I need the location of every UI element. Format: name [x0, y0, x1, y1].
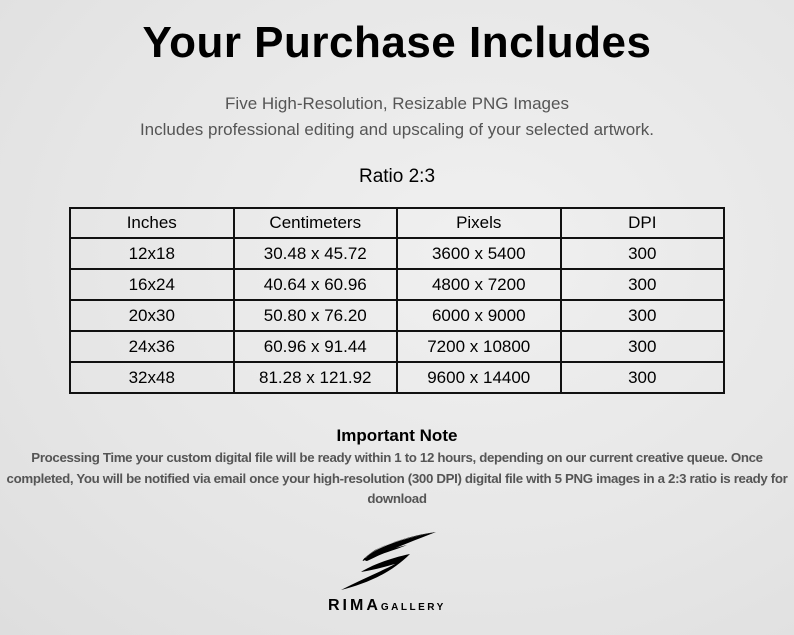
cell-inches: 16x24 [69, 268, 235, 301]
header-pixels: Pixels [396, 207, 562, 239]
cell-dpi: 300 [559, 330, 725, 363]
cell-pixels: 9600 x 14400 [396, 361, 562, 394]
size-table: Inches Centimeters Pixels DPI 12x18 30.48… [69, 207, 725, 394]
cell-dpi: 300 [559, 237, 725, 270]
brand-sub: GALLERY [380, 602, 446, 613]
note-body: Processing Time your custom digital file… [6, 450, 788, 506]
cell-pixels: 3600 x 5400 [396, 237, 562, 270]
ratio-label: Ratio 2:3 [358, 166, 436, 187]
brand-main: RIMA [328, 597, 381, 614]
table-row: 32x48 81.28 x 121.92 9600 x 14400 300 [69, 361, 725, 394]
brand-logo: RIMAGALLERY [328, 597, 446, 615]
cell-centimeters: 60.96 x 91.44 [232, 330, 398, 363]
cell-inches: 24x36 [69, 330, 235, 363]
cell-dpi: 300 [559, 361, 725, 394]
cell-inches: 12x18 [69, 237, 235, 270]
table-row: 20x30 50.80 x 76.20 6000 x 9000 300 [69, 299, 725, 332]
table-header-row: Inches Centimeters Pixels DPI [69, 207, 725, 239]
subtitle-line-1: Five High-Resolution, Resizable PNG Imag… [225, 94, 569, 113]
cell-pixels: 4800 x 7200 [396, 268, 562, 301]
cell-pixels: 6000 x 9000 [396, 299, 562, 332]
cell-centimeters: 30.48 x 45.72 [232, 237, 398, 270]
table-row: 24x36 60.96 x 91.44 7200 x 10800 300 [69, 330, 725, 363]
cell-centimeters: 50.80 x 76.20 [232, 299, 398, 332]
cell-inches: 32x48 [69, 361, 235, 394]
header-centimeters: Centimeters [232, 207, 398, 239]
cell-dpi: 300 [559, 299, 725, 332]
table-row: 16x24 40.64 x 60.96 4800 x 7200 300 [69, 268, 725, 301]
cell-dpi: 300 [559, 268, 725, 301]
page-title: Your Purchase Includes [142, 18, 652, 67]
table-row: 12x18 30.48 x 45.72 3600 x 5400 300 [69, 237, 725, 270]
cell-centimeters: 40.64 x 60.96 [232, 268, 398, 301]
cell-centimeters: 81.28 x 121.92 [232, 361, 398, 394]
header-dpi: DPI [559, 207, 725, 239]
header-inches: Inches [69, 207, 235, 239]
cell-pixels: 7200 x 10800 [396, 330, 562, 363]
subtitle-line-2: Includes professional editing and upscal… [139, 120, 655, 139]
logo-icon [341, 532, 436, 590]
note-title: Important Note [336, 426, 458, 445]
cell-inches: 20x30 [69, 299, 235, 332]
